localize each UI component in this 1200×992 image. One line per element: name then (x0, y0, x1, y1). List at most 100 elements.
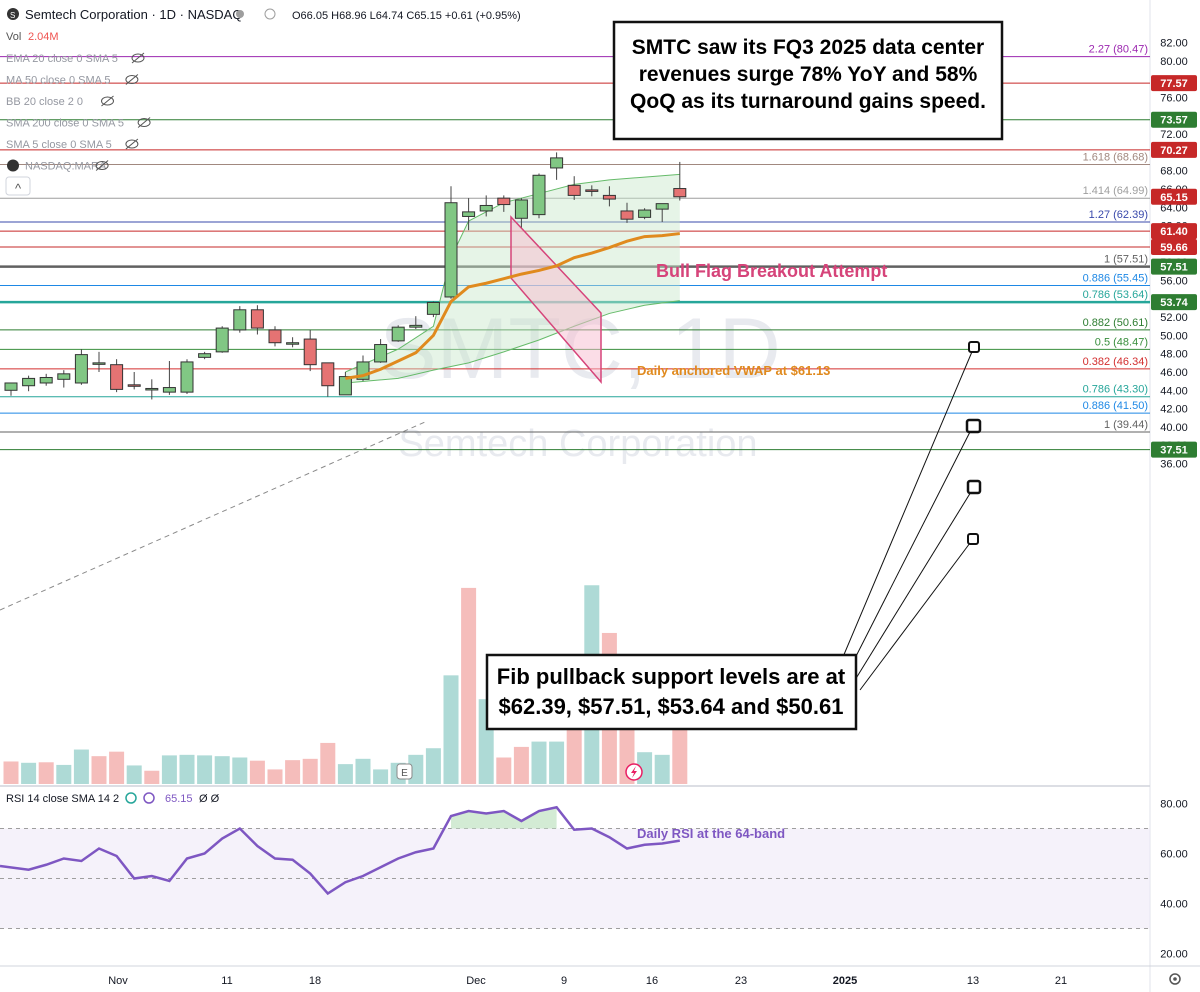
earnings-marker[interactable]: E (396, 763, 413, 780)
volume-bar (285, 760, 301, 784)
last-price-badge-text: 65.15 (1160, 192, 1188, 204)
rsi-header-extra: Ø Ø (199, 793, 220, 805)
price-level-badge-text: 57.51 (1160, 262, 1188, 274)
candle-body (303, 338, 317, 366)
candle-body (426, 301, 440, 315)
headline-box: SMTC saw its FQ3 2025 data center revenu… (612, 20, 1004, 141)
symbol-title[interactable]: Semtech Corporation · 1D · NASDAQ (25, 7, 242, 22)
price-tick-label: 56.00 (1160, 276, 1188, 288)
time-axis[interactable]: Nov 11 18 Dec 9 16 23 2025 13 21 (108, 975, 1067, 987)
headline-line-3: QoQ as its turnaround gains speed. (630, 90, 986, 113)
price-tick-label: 36.00 (1160, 459, 1188, 471)
price-tick-label: 82.00 (1160, 38, 1188, 50)
volume-bar (179, 754, 195, 784)
price-tick-label: 76.00 (1160, 93, 1188, 105)
collapse-legend-icon: ^ (15, 181, 22, 196)
trend-line (0, 421, 426, 611)
candle-body (374, 344, 388, 363)
volume-bar (443, 675, 459, 784)
rsi-line (0, 805, 681, 896)
svg-text:E: E (401, 768, 408, 779)
candle-body (444, 202, 458, 298)
price-level-badge-text: 53.74 (1160, 297, 1188, 309)
volume-bar (126, 765, 142, 784)
indicator-label: BB 20 close 2 0 (6, 96, 83, 108)
last-price-badge (1151, 188, 1197, 205)
price-level-badge (1151, 141, 1197, 158)
headline-line-1: SMTC saw its FQ3 2025 data center (632, 36, 984, 59)
fib-level-label: 0.786 (53.64) (1083, 289, 1148, 301)
volume-bar (161, 755, 177, 784)
fib-level-label: 0.886 (55.45) (1083, 273, 1148, 285)
indicator-label: MA 50 close 0 SMA 5 (6, 75, 111, 87)
price-level-badge (1151, 294, 1197, 311)
volume-bar (373, 769, 389, 784)
fib-level-label: 0.886 (41.50) (1083, 400, 1148, 412)
volume-bar (337, 764, 353, 784)
hidden-eye-icon[interactable] (125, 138, 139, 150)
price-level-badge-text: 70.27 (1160, 145, 1188, 157)
candle-body (338, 376, 352, 396)
volume-bar (232, 757, 248, 784)
time-tick-label: Nov (108, 975, 128, 987)
price-tick-label: 68.00 (1160, 166, 1188, 178)
price-tick-label: 52.00 (1160, 312, 1188, 324)
candle-body (92, 362, 106, 365)
fib-marker-53 (966, 479, 982, 495)
candle-body (233, 309, 247, 331)
candle-body (550, 157, 564, 169)
rsi-tick-label: 40.00 (1160, 899, 1188, 911)
candle-body (655, 203, 669, 210)
candle-body (638, 209, 652, 218)
hidden-eye-icon[interactable] (95, 160, 109, 171)
vwap-label: Daily anchored VWAP at $61.13 (637, 363, 830, 378)
candle-body (673, 188, 687, 198)
fib-box-line-2: $62.39, $57.51, $53.64 and $50.61 (499, 694, 844, 719)
candle-body (321, 362, 335, 387)
price-tick-label: 80.00 (1160, 56, 1188, 68)
candle-body (39, 376, 53, 384)
price-axis[interactable]: 36.0038.0040.0042.0044.0046.0048.0050.00… (1151, 38, 1197, 471)
candle-body (145, 387, 159, 391)
collapse-legend-button[interactable]: ^ (5, 176, 31, 196)
time-tick-label: 9 (561, 975, 567, 987)
volume-bar (531, 741, 547, 784)
hidden-eye-icon[interactable] (137, 117, 151, 128)
rsi-source-icon (125, 792, 137, 804)
candle-body (74, 354, 88, 384)
price-level-badge-text: 77.57 (1160, 78, 1188, 90)
hidden-eye-icon[interactable] (131, 52, 145, 64)
fib-level-label: 0.5 (48.47) (1095, 336, 1148, 348)
hidden-eye-icon[interactable] (101, 95, 114, 107)
fib-level-label: 0.882 (50.61) (1083, 317, 1148, 329)
fib-level-label: 0.382 (46.34) (1083, 356, 1148, 368)
volume-bar (3, 761, 19, 784)
volume-bar (355, 758, 371, 784)
vol-value: 2.04M (28, 31, 59, 43)
rsi-pane: 20.00 40.00 60.00 80.00 (0, 799, 1188, 961)
rsi-cycle-icon (143, 792, 155, 804)
rsi-tick-label: 20.00 (1160, 949, 1188, 961)
fib-marker-62 (968, 341, 980, 353)
time-tick-label: 16 (646, 975, 658, 987)
volume-bar (144, 770, 160, 784)
candle-body (286, 342, 300, 345)
volume-bar (496, 757, 512, 784)
dividend-flash-icon[interactable] (625, 763, 643, 781)
candle-body (532, 174, 546, 216)
rsi-header-label[interactable]: RSI 14 close SMA 14 2 (6, 793, 119, 805)
axis-settings-icon[interactable] (1169, 973, 1181, 985)
candles (4, 152, 687, 400)
fib-marker-57 (965, 418, 982, 434)
bull-flag-channel (510, 215, 602, 385)
hidden-eye-icon[interactable] (125, 74, 139, 85)
rsi-tick-label: 80.00 (1160, 799, 1188, 811)
fib-support-box: Fib pullback support levels are at $62.3… (485, 653, 858, 731)
time-tick-label: Dec (466, 975, 486, 987)
volume-bar (214, 756, 230, 784)
market-status-icon (264, 8, 276, 20)
candle-body (198, 353, 212, 358)
price-tick-label: 44.00 (1160, 385, 1188, 397)
candle-body (602, 194, 616, 200)
